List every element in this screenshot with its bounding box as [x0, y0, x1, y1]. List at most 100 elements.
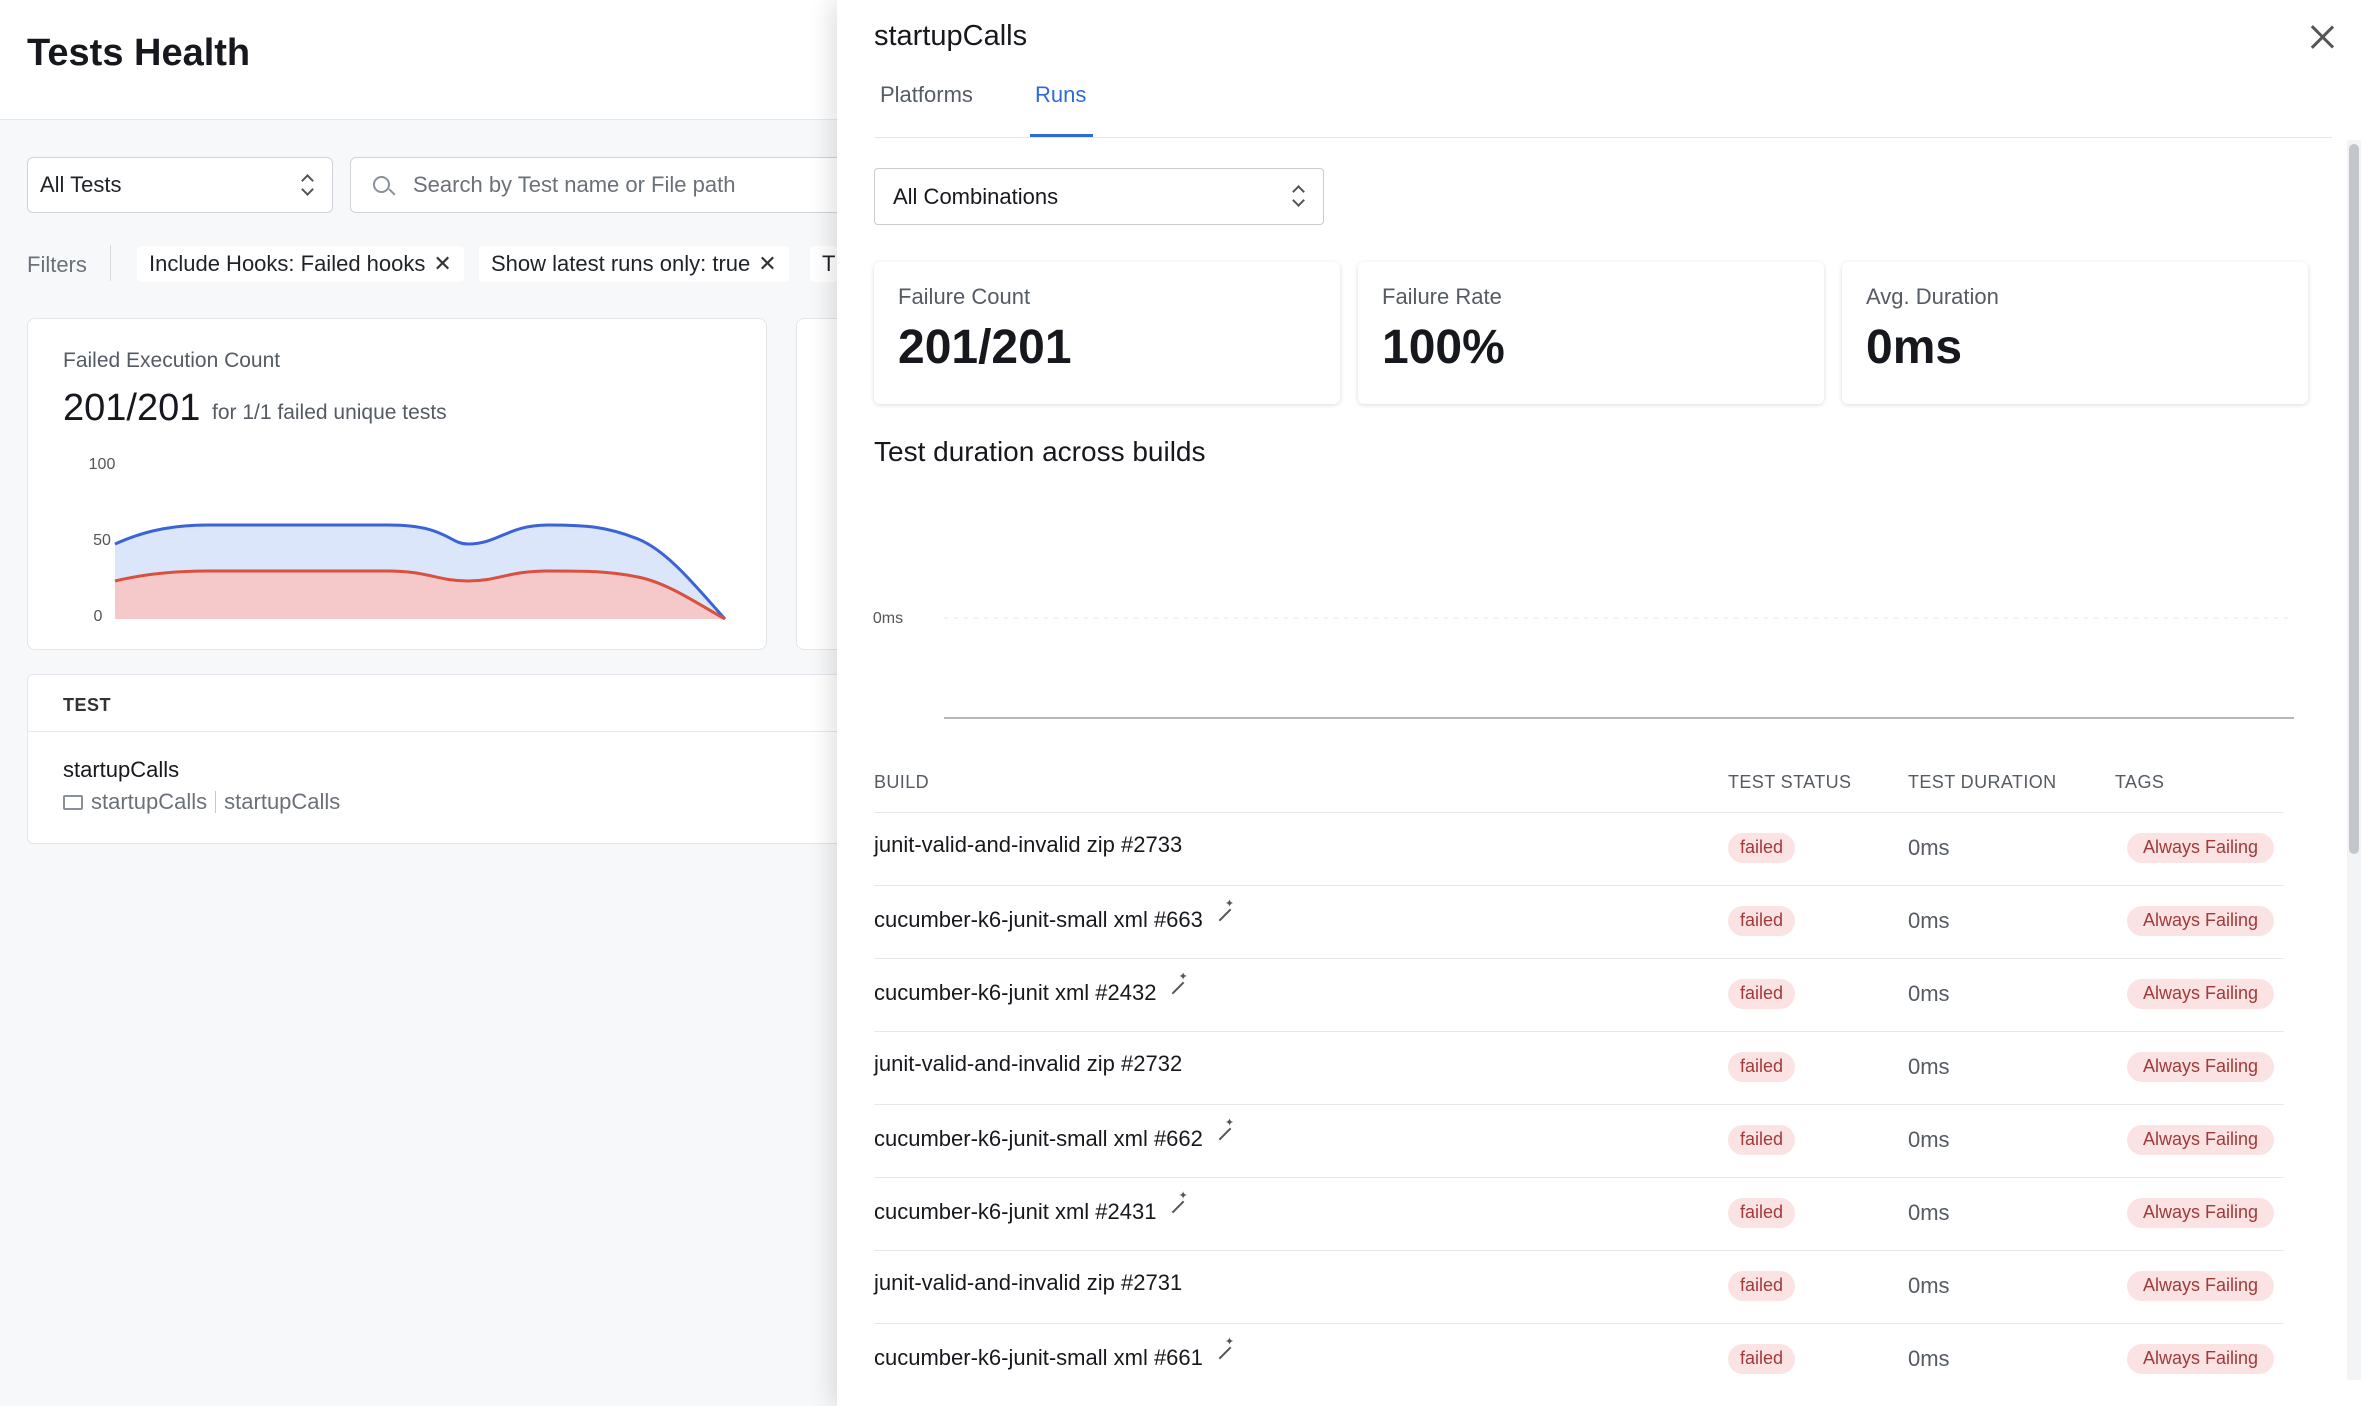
metric-value: 201/201	[898, 321, 1072, 374]
build-link[interactable]: junit-valid-and-invalid zip #2733	[874, 832, 1182, 858]
test-duration: 0ms	[1908, 835, 1950, 860]
failed-area	[115, 571, 725, 619]
tab-platforms[interactable]: Platforms	[880, 82, 973, 107]
magic-wand-icon	[1168, 1189, 1188, 1217]
test-table: TEST startupCalls startupCalls startupCal…	[27, 674, 927, 844]
y-tick-100: 100	[89, 456, 116, 473]
chip-label: Include Hooks: Failed hooks	[149, 251, 426, 276]
path-separator	[215, 791, 217, 813]
build-link[interactable]: cucumber-k6-junit-small xml #662	[874, 1116, 1235, 1152]
scroll-thumb[interactable]	[2349, 144, 2359, 854]
build-link[interactable]: cucumber-k6-junit xml #2432	[874, 970, 1188, 1006]
test-duration: 0ms	[1908, 1054, 1950, 1079]
failed-execution-value: 201/201	[63, 387, 201, 429]
build-link[interactable]: junit-valid-and-invalid zip #2731	[874, 1270, 1182, 1296]
metric-failure-rate: Failure Rate 100%	[1358, 262, 1824, 404]
filters-label: Filters	[27, 252, 87, 277]
duration-chart-title: Test duration across builds	[874, 436, 1206, 467]
filter-chip-latest-runs[interactable]: Show latest runs only: true ✕	[479, 246, 789, 282]
combination-value: All Combinations	[893, 184, 1059, 209]
tabs-divider	[874, 137, 2332, 138]
page-title: Tests Health	[27, 32, 251, 74]
build-name: cucumber-k6-junit-small xml #663	[874, 907, 1203, 932]
drawer-scrollbar[interactable]	[2347, 140, 2361, 1380]
status-badge: failed	[1728, 1052, 1796, 1082]
build-link[interactable]: junit-valid-and-invalid zip #2732	[874, 1051, 1182, 1077]
metric-label: Avg. Duration	[1866, 284, 1999, 309]
test-path: startupCalls startupCalls	[63, 789, 340, 815]
build-name: cucumber-k6-junit xml #2432	[874, 980, 1157, 1005]
filter-chip-include-hooks[interactable]: Include Hooks: Failed hooks ✕	[137, 246, 464, 282]
close-icon[interactable]	[2305, 20, 2339, 54]
column-header-build: BUILD	[874, 772, 930, 792]
divider	[28, 731, 926, 732]
magic-wand-icon	[1215, 897, 1235, 925]
chip-label: T	[822, 251, 836, 276]
failed-line	[114, 569, 726, 621]
build-name: cucumber-k6-junit xml #2431	[874, 1199, 1157, 1224]
search-box[interactable]	[350, 157, 910, 213]
filters-divider	[110, 245, 111, 281]
test-duration: 0ms	[1908, 1346, 1950, 1371]
metric-value: 100%	[1382, 321, 1505, 374]
folder-icon	[63, 795, 83, 810]
build-name: junit-valid-and-invalid zip #2731	[874, 1270, 1183, 1295]
failed-execution-card: Failed Execution Count 201/201 for 1/1 f…	[27, 318, 767, 650]
test-name-link[interactable]: startupCalls	[63, 757, 180, 782]
tag-badge: Always Failing	[2127, 979, 2275, 1009]
chip-label: Show latest runs only: true	[491, 251, 751, 276]
build-link[interactable]: cucumber-k6-junit-small xml #661	[874, 1335, 1235, 1371]
column-header-duration: TEST DURATION	[1908, 772, 2057, 792]
build-name: cucumber-k6-junit-small xml #661	[874, 1345, 1203, 1370]
tag-badge: Always Failing	[2127, 906, 2275, 936]
test-duration: 0ms	[1908, 1200, 1950, 1225]
build-name: junit-valid-and-invalid zip #2733	[874, 832, 1183, 857]
active-tab-indicator	[1030, 134, 1093, 137]
test-path-folder: startupCalls	[91, 789, 208, 814]
tag-badge: Always Failing	[2127, 1052, 2275, 1082]
tests-filter-select[interactable]: All Tests	[27, 157, 333, 213]
search-icon	[373, 176, 390, 193]
test-column-header: TEST	[63, 695, 112, 715]
metric-label: Failure Count	[898, 284, 1031, 309]
y-tick-50: 50	[93, 532, 111, 549]
row-divider	[874, 958, 2284, 959]
chevron-updown-icon	[1291, 183, 1305, 209]
row-divider	[874, 1104, 2284, 1105]
chevron-updown-icon	[300, 172, 314, 198]
close-icon[interactable]: ✕	[433, 251, 452, 276]
test-duration: 0ms	[1908, 908, 1950, 933]
close-icon[interactable]: ✕	[758, 251, 777, 276]
test-path-file: startupCalls	[224, 789, 341, 814]
build-link[interactable]: cucumber-k6-junit-small xml #663	[874, 897, 1235, 933]
status-badge: failed	[1728, 1344, 1796, 1374]
status-badge: failed	[1728, 906, 1796, 936]
search-input[interactable]	[413, 170, 873, 200]
failed-execution-chart: 100 50 0	[89, 456, 727, 625]
tab-runs[interactable]: Runs	[1035, 82, 1087, 107]
build-link[interactable]: cucumber-k6-junit xml #2431	[874, 1189, 1188, 1225]
status-badge: failed	[1728, 1125, 1796, 1155]
metric-value: 0ms	[1866, 321, 1963, 374]
status-badge: failed	[1728, 1198, 1796, 1228]
build-name: junit-valid-and-invalid zip #2732	[874, 1051, 1183, 1076]
tag-badge: Always Failing	[2127, 1344, 2275, 1374]
duration-chart: 0ms	[873, 610, 2294, 719]
magic-wand-icon	[1168, 970, 1188, 998]
failed-execution-title: Failed Execution Count	[63, 349, 281, 372]
tests-filter-value: All Tests	[40, 172, 122, 197]
row-divider	[874, 1323, 2284, 1324]
tag-badge: Always Failing	[2127, 1198, 2275, 1228]
metric-avg-duration: Avg. Duration 0ms	[1842, 262, 2308, 404]
combination-select[interactable]: All Combinations	[874, 168, 1324, 225]
header-divider	[874, 812, 2284, 813]
failed-execution-subtitle: for 1/1 failed unique tests	[212, 401, 447, 424]
status-badge: failed	[1728, 833, 1796, 863]
test-duration: 0ms	[1908, 981, 1950, 1006]
drawer-title: startupCalls	[874, 20, 1028, 52]
tag-badge: Always Failing	[2127, 833, 2275, 863]
y-tick-0ms: 0ms	[873, 610, 903, 627]
status-badge: failed	[1728, 979, 1796, 1009]
magic-wand-icon	[1215, 1116, 1235, 1144]
column-header-status: TEST STATUS	[1728, 772, 1852, 792]
